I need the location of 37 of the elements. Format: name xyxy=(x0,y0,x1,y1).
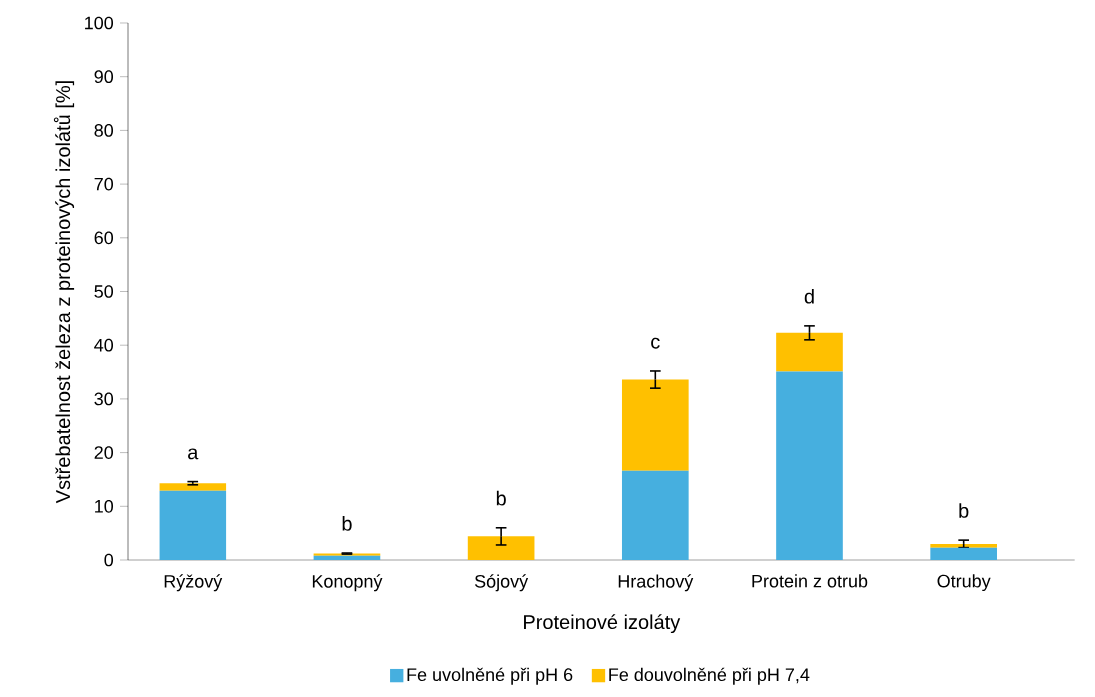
y-tick-label: 60 xyxy=(94,231,114,245)
y-tick-label: 40 xyxy=(94,338,114,352)
bar xyxy=(930,543,997,548)
annotation: d xyxy=(804,288,814,304)
annotation: b xyxy=(342,516,352,531)
annotation: b xyxy=(496,490,506,506)
y-tick-label: 50 xyxy=(94,285,114,298)
x-tick-label: Sójový xyxy=(474,574,529,592)
x-tick-label: Rýžový xyxy=(164,574,223,592)
y-tick-label: 30 xyxy=(94,392,114,406)
x-tick-label: Hrachový xyxy=(618,574,694,592)
x-axis-title: Proteinové izoláty xyxy=(524,614,681,634)
bar xyxy=(467,536,535,560)
legend-label: Fe douvolněné při pH 7,4 xyxy=(609,667,810,685)
y-tick-label: 70 xyxy=(94,177,114,191)
annotation: b xyxy=(959,503,969,518)
annotation: c xyxy=(651,337,660,349)
y-tick-label: 100 xyxy=(85,16,114,30)
x-tick-label: Protein z otrub xyxy=(752,574,868,588)
bar xyxy=(621,379,689,471)
bar xyxy=(313,555,381,560)
bar xyxy=(930,547,997,560)
bar xyxy=(159,490,227,560)
y-axis-title: Vstřebatelnost železa z proteinových izolátů [%] xyxy=(53,81,75,504)
bar xyxy=(159,483,227,491)
y-tick-label: 80 xyxy=(94,124,114,137)
bar xyxy=(776,332,843,372)
y-tick-label: 10 xyxy=(95,499,114,513)
legend-label: Fe uvolněné při pH 6 xyxy=(407,667,573,685)
x-tick-label: Otruby xyxy=(937,574,991,592)
bar xyxy=(776,371,843,560)
y-tick-label: 20 xyxy=(94,446,114,459)
bar xyxy=(621,470,689,560)
y-tick-label: 0 xyxy=(104,553,114,567)
y-tick-label: 90 xyxy=(94,70,114,84)
x-tick-label: Konopný xyxy=(312,574,383,592)
annotation: a xyxy=(188,448,199,460)
